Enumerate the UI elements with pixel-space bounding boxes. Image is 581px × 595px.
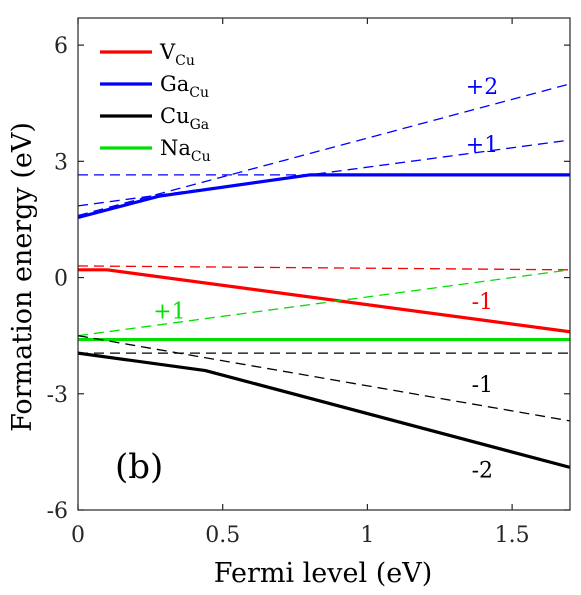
dashed-line-guide-7 bbox=[78, 265, 570, 271]
legend-label-v-cu: VCu bbox=[159, 40, 195, 69]
axes-frame-layer bbox=[77, 17, 571, 511]
ticks-layer: 0 0.5 1 1.5 -6 -3 0 3 6 bbox=[47, 18, 570, 548]
series-layer bbox=[78, 83, 570, 469]
charge-state-label: +2 bbox=[466, 75, 498, 100]
x-tick-label: 1.5 bbox=[495, 523, 530, 548]
y-axis-label: Formation energy (eV) bbox=[7, 122, 38, 432]
legend-label-ga-cu: GaCu bbox=[160, 72, 209, 101]
series-line-v-cu bbox=[78, 268, 570, 334]
dashed-line-guide-10 bbox=[78, 335, 570, 422]
y-tick-label: -6 bbox=[47, 499, 68, 524]
legend-label-cu-ga: CuGa bbox=[160, 104, 209, 133]
y-tick-label: 6 bbox=[54, 34, 68, 59]
plot-frame bbox=[77, 17, 571, 511]
dashed-line-guide-5 bbox=[78, 139, 570, 207]
x-tick-label: 0 bbox=[71, 523, 85, 548]
charge-state-label: -1 bbox=[472, 290, 493, 315]
series-line-ga-cu bbox=[78, 173, 570, 220]
panel-label: (b) bbox=[115, 447, 163, 487]
y-tick-label: 3 bbox=[54, 150, 68, 175]
legend-label-na-cu: NaCu bbox=[160, 136, 211, 165]
x-tick-label: 1 bbox=[360, 523, 374, 548]
charge-state-label: +1 bbox=[466, 133, 498, 158]
charge-state-label: -1 bbox=[472, 373, 493, 398]
y-tick-label: 0 bbox=[54, 267, 68, 292]
charge-state-label: -2 bbox=[472, 458, 493, 483]
dashed-line-guide-8 bbox=[78, 269, 570, 337]
series-line-cu-ga bbox=[78, 351, 570, 469]
annotations-layer: +2 +1 -1 +1 -1 -2 bbox=[153, 75, 498, 484]
charge-state-label: +1 bbox=[153, 299, 185, 324]
dashed-line-guide-4 bbox=[78, 83, 570, 217]
y-tick-label: -3 bbox=[47, 383, 68, 408]
x-tick-label: 0.5 bbox=[205, 523, 240, 548]
x-axis-label: Fermi level (eV) bbox=[214, 558, 433, 589]
legend-layer: VCu GaCu CuGa NaCu bbox=[100, 40, 211, 165]
